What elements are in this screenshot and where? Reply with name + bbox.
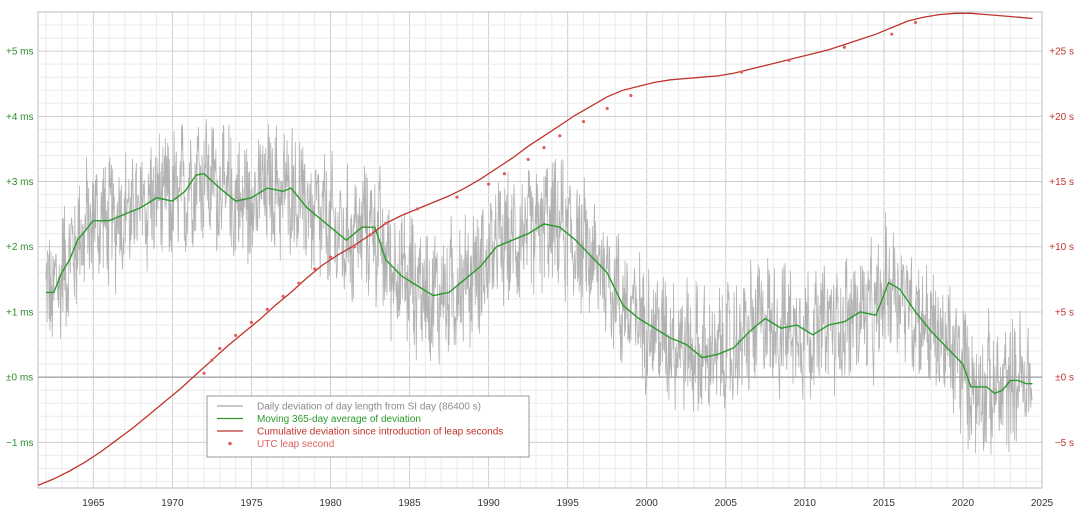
legend-label: Moving 365-day average of deviation: [257, 414, 421, 425]
leap-second-point: [249, 320, 254, 324]
right-tick-label: ±0 s: [1055, 373, 1074, 384]
x-tick-label: 2005: [715, 498, 738, 509]
right-axis-ticks: +25 s +20 s +15 s +10 s +5 s ±0 s −5 s: [1049, 47, 1074, 449]
moving-average-series: [45, 172, 1033, 395]
leap-second-point: [265, 307, 269, 311]
leap-second-point: [297, 281, 301, 285]
x-tick-label: 1975: [240, 498, 263, 509]
x-tick-label: 1965: [82, 498, 105, 509]
left-tick-label: ±0 ms: [6, 373, 33, 384]
x-tick-label: 2000: [636, 498, 659, 509]
leap-second-point: [313, 267, 317, 271]
leap-second-point: [629, 93, 633, 98]
leap-second-point: [739, 70, 744, 74]
leap-second-point: [210, 358, 214, 362]
leap-second-point: [913, 20, 918, 25]
legend-label: Daily deviation of day length from SI da…: [257, 402, 481, 413]
left-tick-label: +4 ms: [6, 112, 34, 123]
plot-frame: [37, 11, 1043, 489]
leap-second-point: [352, 245, 356, 249]
x-tick-label: 1980: [319, 498, 342, 509]
right-tick-label: +25 s: [1049, 47, 1074, 58]
leap-second-point: [842, 45, 846, 49]
left-tick-label: +3 ms: [6, 177, 34, 188]
leap-second-point: [368, 233, 372, 237]
leap-second-point: [502, 172, 507, 176]
leap-second-point: [455, 195, 459, 199]
leap-second-point: [328, 255, 333, 259]
legend-dot-swatch: [228, 441, 232, 446]
leap-second-point: [787, 58, 791, 62]
x-tick-label: 2020: [952, 498, 975, 509]
moving-average-line: [45, 172, 1033, 395]
left-tick-label: +1 ms: [6, 307, 34, 318]
leap-second-point: [890, 32, 894, 36]
daily-deviation-series: [45, 118, 1033, 455]
x-tick-label: 1995: [557, 498, 580, 509]
left-tick-label: +5 ms: [6, 47, 34, 58]
right-tick-label: +5 s: [1055, 307, 1074, 318]
legend-box: [206, 395, 530, 458]
leap-second-points: [202, 20, 918, 375]
leap-second-point: [581, 119, 586, 124]
leap-second-point: [218, 346, 222, 351]
cumulative-deviation-series: [37, 12, 1033, 487]
leap-second-point: [234, 333, 238, 338]
leap-second-point: [526, 157, 530, 161]
right-tick-label: +10 s: [1049, 242, 1074, 253]
x-tick-label: 2015: [873, 498, 896, 509]
leap-second-point: [415, 207, 420, 211]
x-tick-label: 2010: [794, 498, 817, 509]
leap-second-point: [281, 294, 285, 298]
right-tick-label: −5 s: [1055, 438, 1074, 449]
right-tick-label: +15 s: [1049, 177, 1074, 188]
leap-second-point: [384, 221, 388, 225]
legend-label: Cumulative deviation since introduction …: [257, 427, 503, 438]
left-tick-label: −1 ms: [6, 438, 34, 449]
x-tick-label: 2025: [1031, 498, 1054, 509]
daily-deviation-line: [45, 118, 1033, 455]
left-tick-label: +2 ms: [6, 242, 34, 253]
leap-second-point: [202, 371, 206, 375]
leap-second-point: [605, 106, 609, 111]
x-tick-label: 1970: [161, 498, 184, 509]
leap-second-point: [558, 134, 562, 138]
x-tick-label: 1990: [477, 498, 500, 509]
right-tick-label: +20 s: [1049, 112, 1074, 123]
leap-second-point: [542, 146, 546, 150]
x-axis-ticks: 1965 1970 1975 1980 1985 1990 1995 2000 2005 2010…: [82, 498, 1053, 509]
chart-legend: Daily deviation of day length from SI da…: [206, 395, 530, 458]
legend-label: UTC leap second: [257, 439, 334, 450]
cumulative-deviation-line: [37, 12, 1033, 487]
x-tick-label: 1985: [398, 498, 421, 509]
leap-second-point: [487, 182, 491, 186]
left-axis-ticks: +5 ms +4 ms +3 ms +2 ms +1 ms ±0 ms −1 ms: [6, 47, 34, 449]
